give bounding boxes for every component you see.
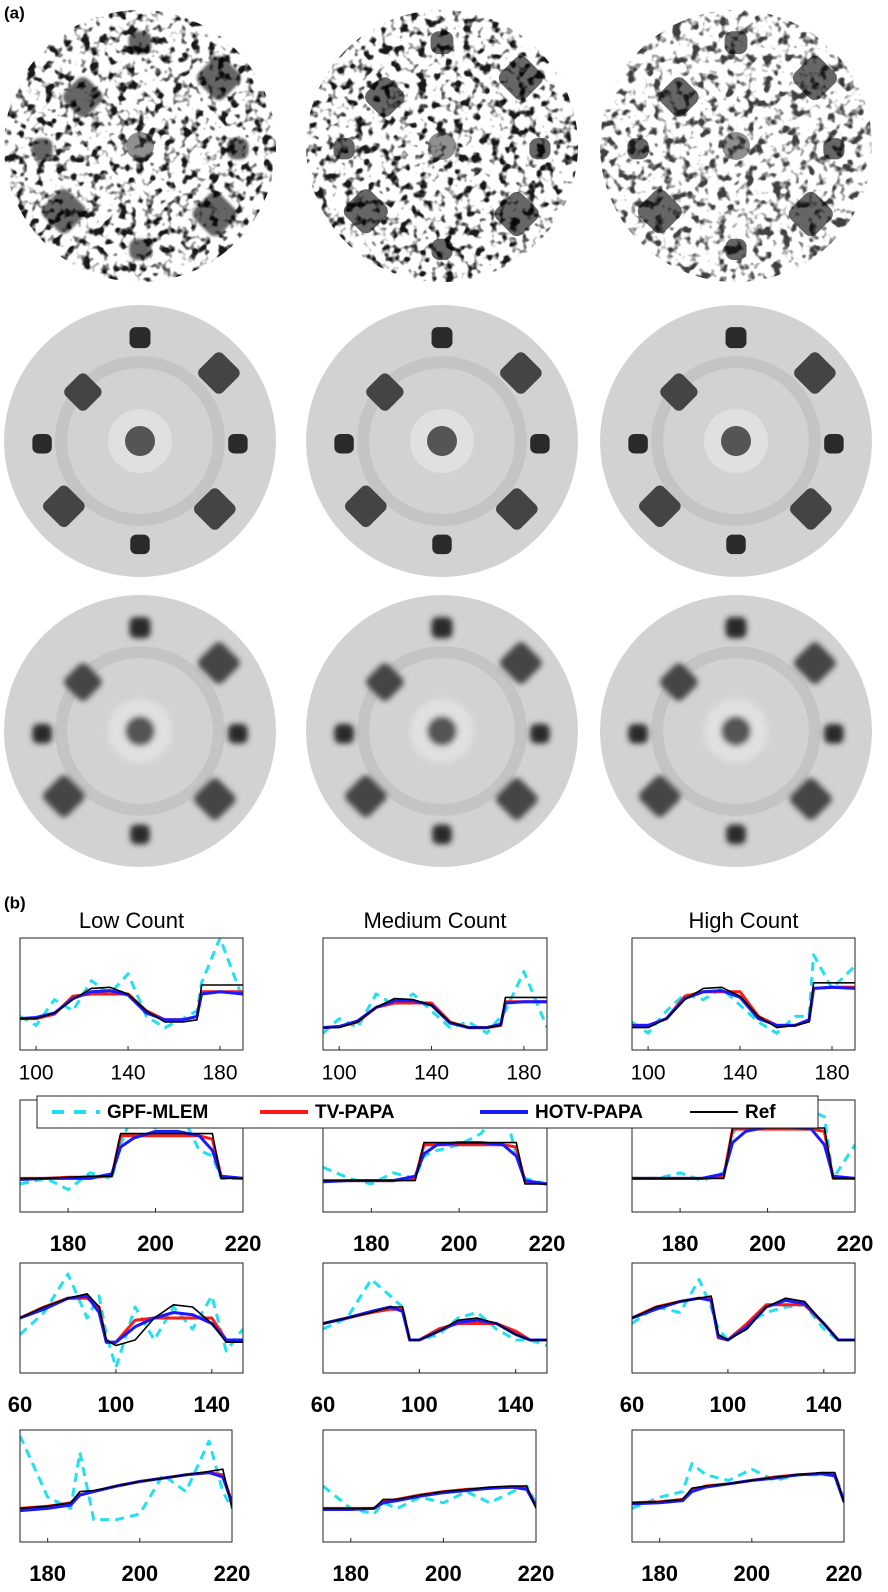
x-tick-label: 100 [401,1392,438,1417]
data-line [632,1474,844,1503]
plot-frame [323,1263,547,1373]
phantom-image [306,305,578,577]
line-plot: High Count 100 140 180 [631,908,855,1085]
plot-lines [632,1464,844,1509]
line-plot: 60 100 140 [620,1263,855,1417]
line-plot: 180 200 220 [20,1430,250,1586]
plot-frame [632,1263,855,1373]
plot-title: Low Count [79,908,184,933]
x-tick-label: 220 [837,1231,874,1256]
data-line [323,1486,536,1508]
data-line [20,1469,232,1508]
x-tick-label: 180 [814,1062,849,1085]
plot-lines [20,1436,232,1520]
phantom-image [306,10,578,282]
legend-label: HOTV-PAPA [535,1102,643,1123]
x-tick-label: 140 [414,1062,449,1085]
x-tick-label: 100 [631,1062,666,1085]
x-tick-label: 140 [723,1062,758,1085]
data-line [632,1474,844,1504]
plot-frame [632,1430,844,1542]
data-line [323,1487,536,1508]
phantom-image [306,595,578,867]
line-plot: Low Count 100 140 180 [19,908,243,1085]
phantom-image [600,595,872,867]
plot-title: Medium Count [363,908,506,933]
plot-lines [20,938,243,1028]
x-tick-label: 220 [518,1561,555,1586]
data-line [20,1136,243,1179]
data-line [632,983,855,1028]
plot-frame [20,1430,232,1542]
x-tick-label: 100 [322,1062,357,1085]
x-tick-label: 180 [662,1231,699,1256]
data-line [323,1145,547,1184]
x-tick-label: 100 [98,1392,135,1417]
x-tick-label: 140 [805,1392,842,1417]
data-line [20,1473,232,1509]
data-line [632,1473,844,1503]
x-tick-label: 140 [193,1392,230,1417]
x-tick-label: 180 [50,1231,87,1256]
x-tick-label: 200 [137,1231,174,1256]
x-tick-label: 180 [202,1062,237,1085]
x-tick-label: 180 [641,1561,678,1586]
x-tick-label: 100 [710,1392,747,1417]
plot-lines [323,1280,547,1346]
panel-label: (b) [4,893,26,912]
x-tick-label: 180 [506,1062,541,1085]
phantom-image [4,10,276,282]
x-tick-label: 200 [749,1231,786,1256]
legend-label: TV-PAPA [315,1102,395,1123]
data-line [632,1296,855,1340]
x-tick-label: 200 [733,1561,770,1586]
line-plot: 180 200 220 [632,1430,862,1586]
line-plot: 180 200 220 [323,1430,554,1586]
line-plot: 60 100 140 [8,1263,243,1417]
x-tick-label: 140 [497,1392,534,1417]
line-plot: Medium Count 100 140 180 [322,908,547,1085]
plot-title: High Count [688,908,798,933]
plot-lines [323,1486,536,1514]
image-grid [4,10,872,867]
data-line [632,1129,855,1178]
phantom-image [4,305,276,577]
page: (a) (b) Low Count 100 140 180 Medium Count 10… [0,0,888,1592]
figure: (a) (b) Low Count 100 140 180 Medium Count 10… [0,0,888,1592]
legend-label: Ref [745,1102,776,1123]
plot-lines [632,955,855,1033]
line-plot: 60 100 140 [311,1263,547,1417]
data-line [632,1127,855,1179]
legend: GPF-MLEM TV-PAPA HOTV-PAPA Ref [37,1096,818,1128]
x-tick-label: 220 [529,1231,566,1256]
x-tick-label: 220 [225,1231,262,1256]
x-tick-label: 200 [121,1561,158,1586]
x-tick-label: 100 [19,1062,54,1085]
x-tick-label: 60 [8,1392,32,1417]
x-tick-label: 140 [111,1062,146,1085]
data-line [632,1128,855,1178]
x-tick-label: 180 [353,1231,390,1256]
x-tick-label: 220 [214,1561,251,1586]
plot-lines [323,972,547,1034]
data-line [20,992,243,1020]
x-tick-label: 200 [425,1561,462,1586]
x-tick-label: 220 [826,1561,863,1586]
panel-label: (a) [4,3,25,22]
phantom-image [600,10,872,282]
plot-lines [20,1274,243,1368]
x-tick-label: 180 [29,1561,66,1586]
phantom-image [600,305,872,577]
x-tick-label: 180 [332,1561,369,1586]
plot-lines [632,1280,855,1341]
data-line [323,1280,547,1346]
x-tick-label: 60 [311,1392,335,1417]
phantom-image [4,595,276,867]
x-tick-label: 200 [441,1231,478,1256]
x-tick-label: 60 [620,1392,644,1417]
legend-label: GPF-MLEM [107,1102,208,1123]
